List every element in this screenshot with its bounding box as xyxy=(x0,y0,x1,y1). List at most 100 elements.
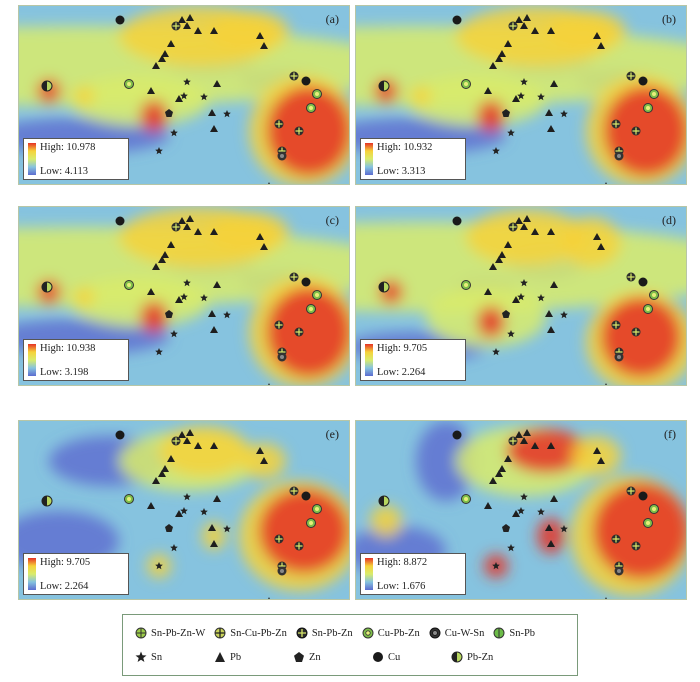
deposit-marker xyxy=(294,327,304,337)
color-ramp xyxy=(365,344,373,376)
deposit-marker xyxy=(631,126,641,136)
deposit-marker xyxy=(520,437,528,444)
deposit-markers xyxy=(41,14,322,184)
legend-item: Pb-Zn xyxy=(451,651,493,663)
heatmap xyxy=(19,421,349,599)
deposit-marker xyxy=(301,491,311,501)
deposit-marker xyxy=(175,95,183,102)
deposit-marker xyxy=(186,429,194,436)
deposit-marker xyxy=(507,129,515,137)
deposit-marker xyxy=(115,430,125,440)
legend-label: Pb-Zn xyxy=(467,651,494,663)
deposit-marker xyxy=(461,280,471,290)
deposit-marker xyxy=(170,544,178,552)
deposit-marker xyxy=(523,429,531,436)
legend-label: Cu-Pb-Zn xyxy=(377,627,420,639)
deposit-marker xyxy=(531,442,539,449)
map-panel-f: (f) High: 8.872 Low: 1.676 xyxy=(355,420,687,600)
deposit-marker xyxy=(492,348,500,356)
deposit-marker xyxy=(183,493,191,501)
deposit-marker xyxy=(223,110,231,118)
deposit-marker xyxy=(183,78,191,86)
deposit-marker xyxy=(614,566,624,576)
deposit-marker xyxy=(178,16,186,23)
deposit-marker xyxy=(186,14,194,21)
sn-pb-icon xyxy=(493,627,505,639)
deposit-marker xyxy=(223,525,231,533)
scale-high: High: 10.938 xyxy=(40,343,96,354)
deposit-marker xyxy=(178,431,186,438)
deposit-marker xyxy=(180,293,188,301)
deposit-marker xyxy=(649,290,659,300)
deposit-marker xyxy=(520,493,528,501)
deposit-marker xyxy=(180,507,188,515)
deposit-marker xyxy=(614,352,624,362)
deposit-marker xyxy=(294,541,304,551)
legend-row-2: Sn Pb Zn Cu Pb-Zn xyxy=(135,651,502,663)
scale-low: Low: 2.264 xyxy=(377,367,426,378)
deposit-marker xyxy=(170,129,178,137)
deposit-marker xyxy=(547,442,555,449)
deposit-marker xyxy=(161,465,169,472)
deposit-marker xyxy=(515,431,523,438)
deposit-marker xyxy=(158,470,166,477)
deposit-marker xyxy=(515,217,523,224)
panel-label: (d) xyxy=(662,213,676,227)
deposit-marker xyxy=(611,320,621,330)
deposit-marker xyxy=(498,251,506,258)
color-scale: High: 8.872 Low: 1.676 xyxy=(360,553,466,595)
deposit-marker xyxy=(520,22,528,29)
deposit-marker xyxy=(124,79,134,89)
deposit-marker xyxy=(210,442,218,449)
deposit-marker xyxy=(507,544,515,552)
deposit-marker xyxy=(175,510,183,517)
deposit-marker xyxy=(537,294,545,302)
deposit-marker xyxy=(495,256,503,263)
deposit-marker xyxy=(547,228,555,235)
deposit-marker xyxy=(210,326,218,333)
legend-item: Cu-W-Sn xyxy=(429,627,485,639)
deposit-marker xyxy=(277,352,287,362)
deposit-marker xyxy=(626,486,636,496)
deposit-marker xyxy=(274,534,284,544)
deposit-marker xyxy=(508,436,518,446)
deposit-marker xyxy=(517,293,525,301)
deposit-marker xyxy=(306,103,316,113)
deposit-marker xyxy=(495,55,503,62)
deposit-marker xyxy=(289,486,299,496)
deposit-marker xyxy=(531,228,539,235)
deposit-marker xyxy=(512,296,520,303)
color-ramp xyxy=(28,143,36,175)
scale-high: High: 9.705 xyxy=(40,557,91,568)
legend-label: Sn-Cu-Pb-Zn xyxy=(230,627,287,639)
sn-cu-pb-zn-icon xyxy=(214,627,226,639)
deposit-marker xyxy=(520,279,528,287)
legend-label: Sn xyxy=(151,651,163,663)
legend-label: Sn-Pb xyxy=(509,627,536,639)
deposit-marker xyxy=(301,76,311,86)
deposit-marker xyxy=(523,14,531,21)
deposit-marker xyxy=(502,109,510,117)
deposit-marker xyxy=(208,109,216,116)
legend-label: Sn-Pb-Zn-W xyxy=(151,627,206,639)
deposit-marker xyxy=(523,215,531,222)
legend-label: Cu-W-Sn xyxy=(444,627,485,639)
deposit-marker xyxy=(545,109,553,116)
deposit-marker xyxy=(631,327,641,337)
color-ramp xyxy=(28,344,36,376)
deposit-marker xyxy=(210,228,218,235)
deposit-marker xyxy=(183,223,191,230)
cu-pb-zn-icon xyxy=(362,627,374,639)
legend-item: Cu xyxy=(372,651,442,663)
deposit-marker xyxy=(41,80,53,92)
scale-high: High: 9.705 xyxy=(377,343,428,354)
map-panel-e: (e) High: 9.705 Low: 2.264 xyxy=(18,420,350,600)
scale-high: High: 10.978 xyxy=(40,142,96,153)
scale-high: High: 8.872 xyxy=(377,557,428,568)
deposit-marker xyxy=(614,151,624,161)
deposit-marker xyxy=(537,93,545,101)
deposit-marker xyxy=(461,494,471,504)
scale-low: Low: 3.313 xyxy=(377,166,426,177)
deposit-marker xyxy=(489,62,497,69)
deposit-marker xyxy=(508,222,518,232)
